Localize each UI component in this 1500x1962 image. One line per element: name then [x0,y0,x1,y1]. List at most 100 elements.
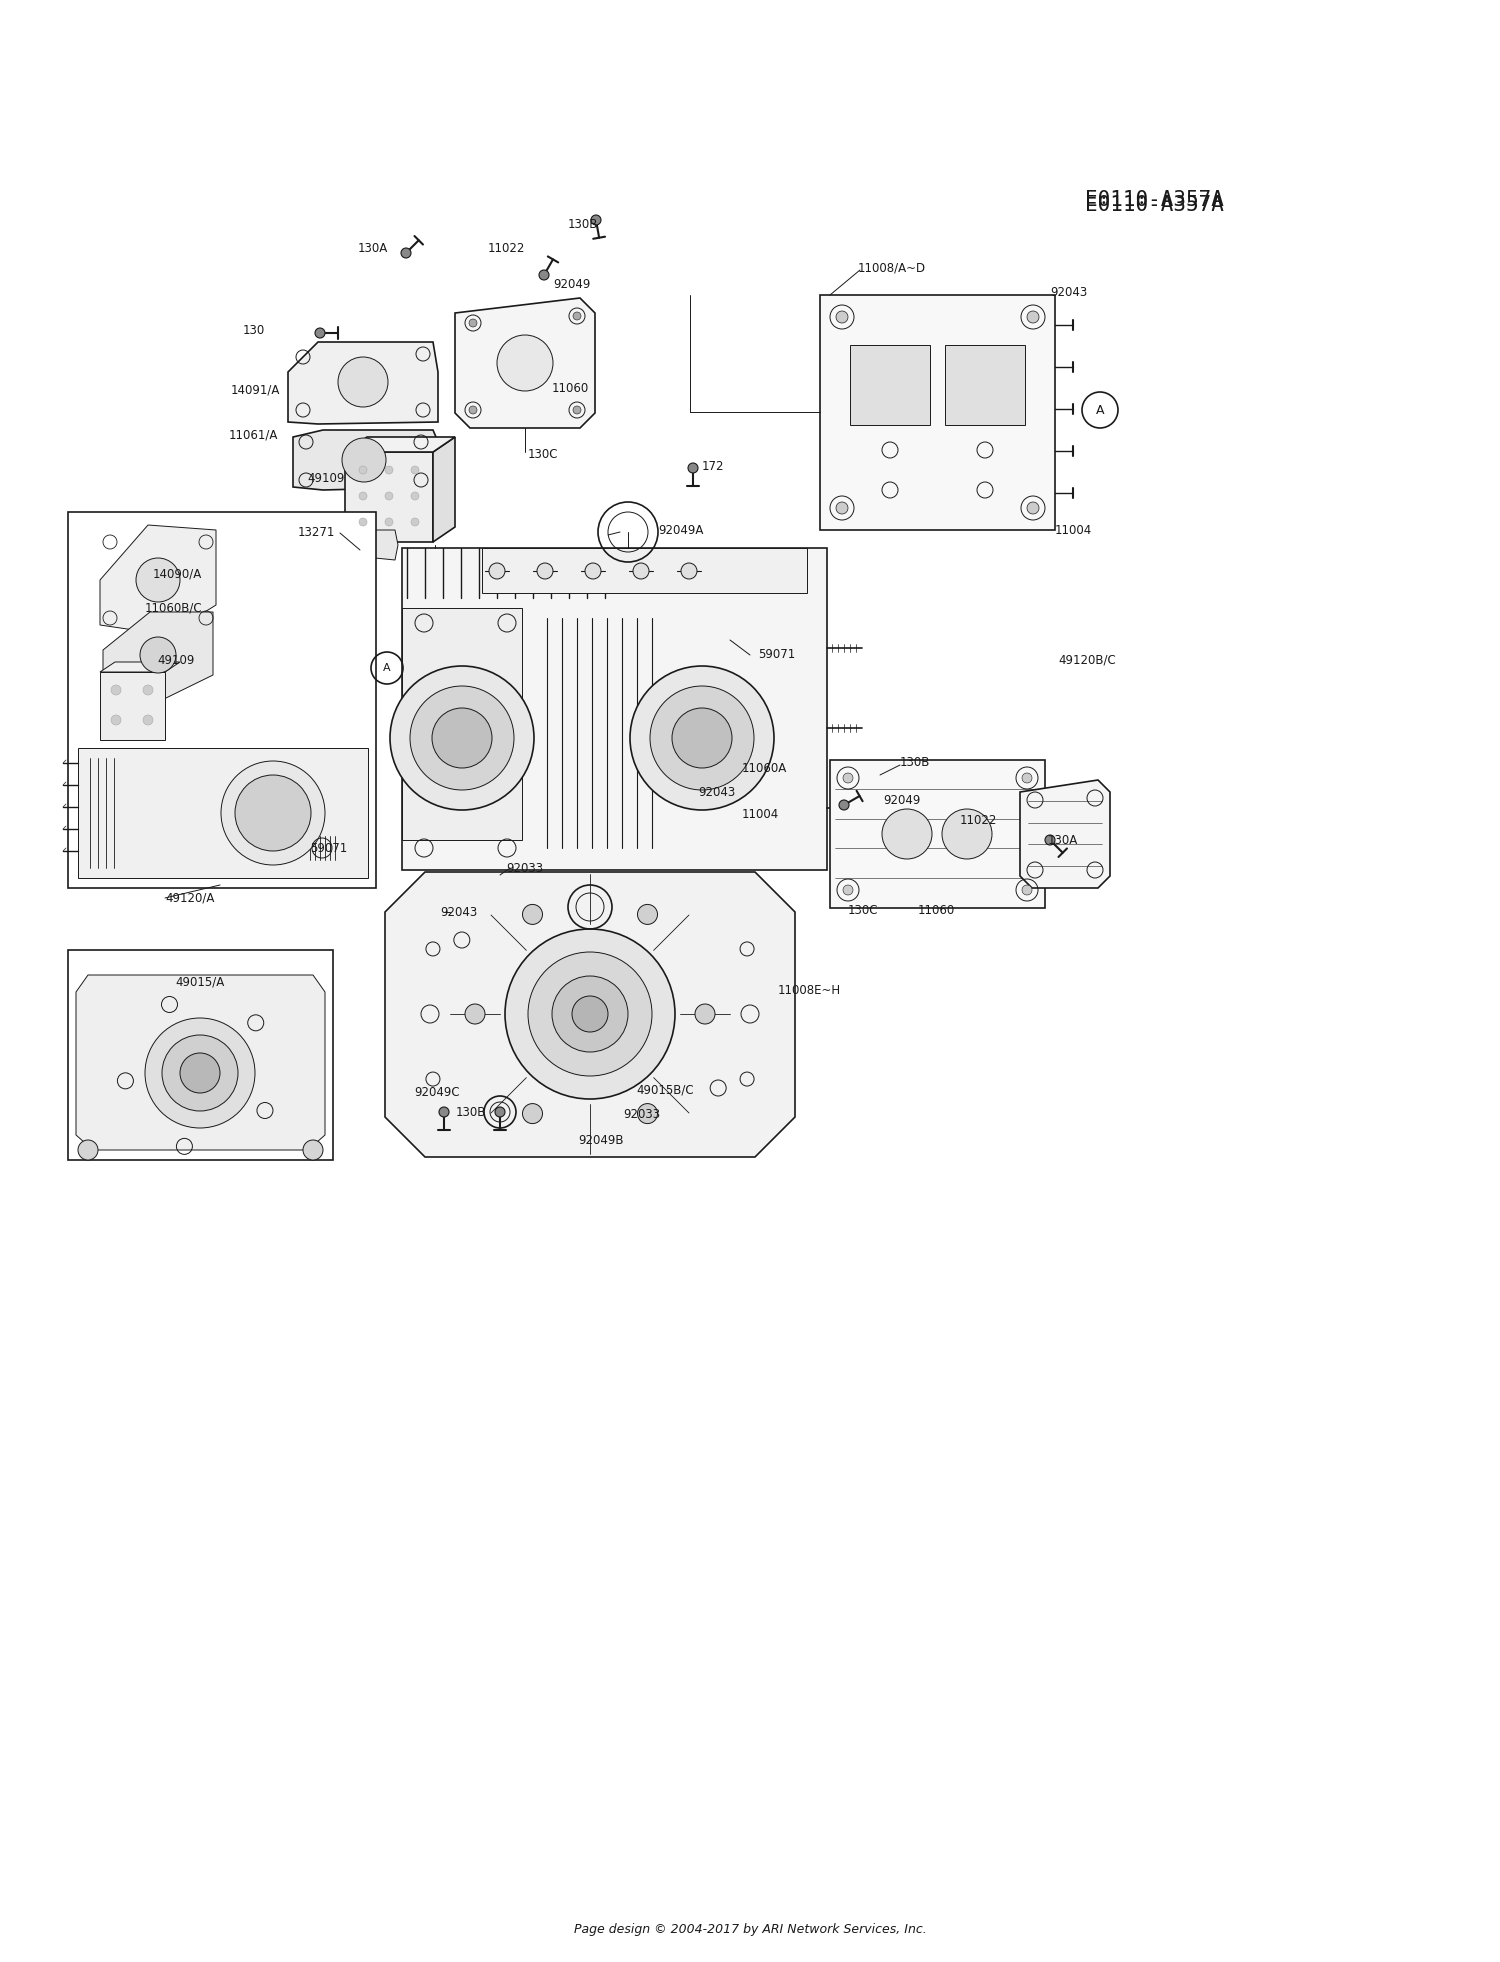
Circle shape [489,563,506,579]
Polygon shape [104,612,213,698]
Polygon shape [1020,781,1110,889]
Text: 92049: 92049 [554,277,591,290]
Text: 11060A: 11060A [742,761,788,775]
Circle shape [140,638,176,673]
Text: 92033: 92033 [506,861,543,875]
Polygon shape [76,975,326,1150]
Circle shape [411,492,419,500]
Circle shape [681,563,698,579]
Text: 92049C: 92049C [414,1085,459,1099]
Circle shape [672,708,732,767]
Circle shape [537,563,554,579]
Circle shape [315,328,326,337]
Circle shape [688,463,698,473]
Circle shape [839,800,849,810]
Text: 92033: 92033 [622,1109,660,1122]
Text: 130B: 130B [900,755,930,769]
Circle shape [573,406,580,414]
Text: 49015/A: 49015/A [176,975,225,989]
Polygon shape [100,661,180,673]
Text: 130C: 130C [847,903,879,916]
Circle shape [236,775,310,852]
Text: 49015B/C: 49015B/C [636,1083,693,1097]
Bar [68,950,333,1160]
Circle shape [591,216,602,226]
Circle shape [400,247,411,257]
Circle shape [694,1005,715,1024]
Circle shape [1046,836,1054,846]
Polygon shape [292,430,436,490]
Circle shape [136,557,180,602]
Text: 11061/A: 11061/A [228,428,278,441]
Circle shape [650,687,754,791]
Circle shape [1022,773,1032,783]
Circle shape [142,685,153,695]
Text: 13271: 13271 [297,526,334,538]
Circle shape [410,687,515,791]
Polygon shape [345,438,454,451]
Circle shape [386,467,393,475]
Circle shape [386,518,393,526]
Circle shape [843,773,854,783]
Text: 130B: 130B [568,218,598,232]
Circle shape [573,312,580,320]
Text: A: A [382,663,392,673]
Circle shape [338,357,388,406]
Bar [78,748,368,879]
Circle shape [358,492,368,500]
Circle shape [411,518,419,526]
Circle shape [358,467,368,475]
Circle shape [358,518,368,526]
Circle shape [572,997,608,1032]
Text: 11060: 11060 [552,381,590,394]
Circle shape [1022,885,1032,895]
Text: E0110-A357A: E0110-A357A [1084,194,1224,216]
Circle shape [142,714,153,726]
Text: 14090/A: 14090/A [153,567,203,581]
Circle shape [78,1140,98,1160]
Circle shape [180,1054,220,1093]
Polygon shape [100,526,216,636]
Circle shape [638,1103,657,1124]
Text: 49109: 49109 [158,653,195,667]
Circle shape [111,714,122,726]
Circle shape [386,492,393,500]
Polygon shape [482,547,807,593]
Polygon shape [402,608,522,840]
Text: 11008E~H: 11008E~H [778,983,842,997]
Circle shape [836,502,848,514]
Text: 130A: 130A [357,241,388,255]
Circle shape [836,312,848,324]
Circle shape [1028,502,1039,514]
Circle shape [342,438,386,483]
Circle shape [303,1140,322,1160]
Circle shape [522,1103,543,1124]
Text: 92049: 92049 [884,793,921,806]
Text: 11022: 11022 [488,241,525,255]
Circle shape [633,563,650,579]
Polygon shape [433,438,454,542]
Circle shape [220,761,326,865]
Text: E0110-A357A: E0110-A357A [1084,190,1224,210]
Circle shape [1028,312,1039,324]
Bar [100,673,165,740]
Text: 92043: 92043 [698,785,735,799]
Polygon shape [288,341,438,424]
Circle shape [496,336,554,390]
Circle shape [111,685,122,695]
Circle shape [630,665,774,810]
Circle shape [470,406,477,414]
Text: 92049A: 92049A [658,524,704,536]
Polygon shape [945,345,1024,426]
Text: 49120B/C: 49120B/C [1058,653,1116,667]
Circle shape [522,904,543,924]
Circle shape [638,904,657,924]
Circle shape [470,320,477,328]
Circle shape [843,885,854,895]
Bar [345,451,433,542]
Text: 11008/A~D: 11008/A~D [858,261,926,275]
Circle shape [528,952,652,1075]
Bar [68,512,376,889]
Polygon shape [386,871,795,1158]
Circle shape [942,808,992,859]
